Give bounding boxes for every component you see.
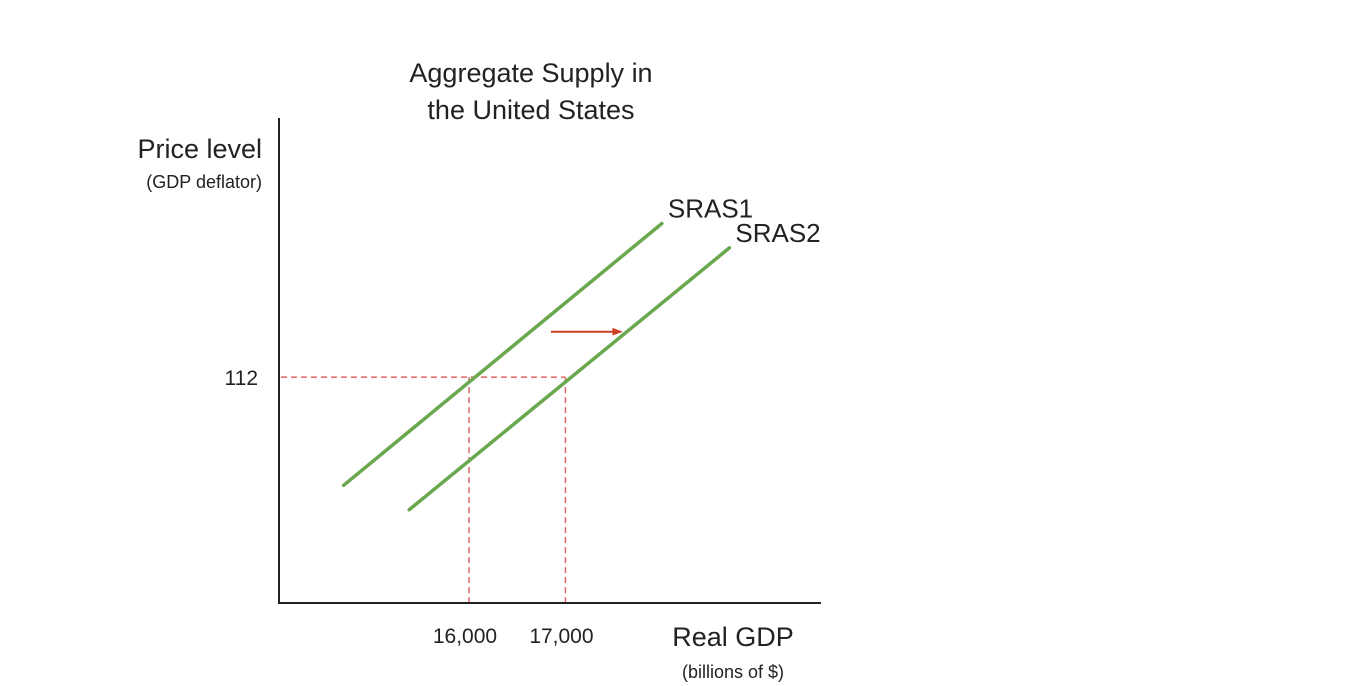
tick-labels: 16,000 17,000 112 [225,367,594,648]
x-axis-sublabel: (billions of $) [682,662,784,682]
chart-title-line-2: the United States [427,95,634,125]
series-line-sras1 [341,221,664,488]
x-tick-label: 16,000 [433,625,497,648]
x-tick-label: 17,000 [529,625,593,648]
y-tick-label: 112 [225,367,258,390]
y-axis-sublabel: (GDP deflator) [146,172,262,192]
series-label-sras2: SRAS2 [735,218,820,248]
series-line-sras2 [407,246,732,512]
chart-title-line-1: Aggregate Supply in [409,58,652,88]
reference-lines [280,376,567,604]
y-axis-label: Price level [137,134,262,164]
series-label-sras1: SRAS1 [668,193,753,223]
series-lines [341,221,732,512]
x-axis-label: Real GDP [672,622,794,652]
